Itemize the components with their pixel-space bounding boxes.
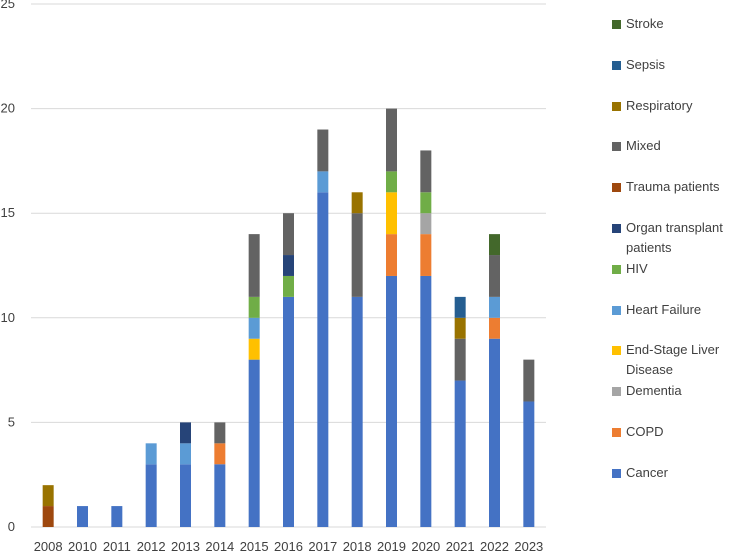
bars — [42, 108, 535, 527]
bar-segment-mixed-2018 — [351, 213, 363, 297]
legend-swatch — [612, 142, 621, 152]
legend-swatch — [612, 428, 621, 437]
x-tick-label: 2018 — [343, 539, 372, 552]
x-tick-label: 2020 — [411, 539, 440, 552]
bar-segment-cancer-2014 — [214, 464, 226, 527]
legend-swatch — [612, 224, 621, 233]
bar-segment-heart-failure-2012 — [145, 443, 157, 465]
bar-segment-cancer-2017 — [317, 192, 329, 527]
bar-segment-respiratory-2008 — [42, 485, 54, 507]
bar-segment-organ-transplant-patients-2016 — [283, 255, 294, 276]
x-tick-label: 2016 — [274, 539, 303, 552]
y-tick-label: 5 — [8, 414, 15, 429]
bar-segment-heart-failure-2022 — [489, 296, 500, 318]
bar-segment-cancer-2011 — [111, 506, 123, 527]
bar-segment-cancer-2019 — [386, 275, 397, 527]
x-tick-label: 2013 — [171, 539, 200, 552]
x-axis-ticks: 2008 2010 2011 2012 2013 2014 2015 2016 2017 2018… — [34, 539, 544, 552]
bar-segment-mixed-2023 — [523, 359, 535, 402]
bar-segment-hiv-2015 — [248, 296, 260, 318]
y-tick-label: 25 — [1, 0, 15, 11]
bar-segment-mixed-2016 — [283, 213, 294, 256]
legend-label: COPD — [626, 424, 664, 439]
x-tick-label: 2011 — [103, 539, 131, 552]
legend-swatch — [612, 101, 621, 111]
y-tick-label: 0 — [8, 519, 15, 534]
legend-swatch — [612, 264, 621, 274]
bar-segment-heart-failure-2017 — [317, 171, 329, 193]
bar-segment-hiv-2016 — [283, 275, 294, 297]
legend-label: Sepsis — [626, 56, 666, 72]
x-tick-label: 2022 — [480, 539, 509, 552]
x-tick-label: 2012 — [137, 539, 166, 552]
bar-segment-cancer-2021 — [454, 380, 466, 527]
legend-label: Organ transplant patients — [626, 220, 723, 255]
bar-segment-copd-2022 — [489, 317, 500, 339]
legend-swatch — [612, 183, 621, 193]
bar-segment-cancer-2012 — [145, 464, 157, 527]
bar-segment-cancer-2015 — [248, 359, 260, 527]
legend-label: End-Stage Liver Disease — [626, 342, 720, 378]
bar-segment-mixed-2015 — [248, 234, 260, 297]
y-tick-label: 20 — [1, 101, 15, 116]
legend-swatch — [612, 387, 621, 397]
bar-segment-dementia-2020 — [420, 213, 432, 235]
y-tick-label: 10 — [1, 310, 15, 325]
legend-label: Mixed — [626, 138, 661, 154]
bar-segment-copd-2019 — [386, 234, 397, 276]
x-tick-label: 2017 — [308, 539, 337, 552]
legend-swatch — [612, 305, 621, 315]
bar-segment-end-stage-liver-disease-2019 — [386, 192, 397, 235]
y-tick-label: 15 — [1, 205, 15, 220]
bar-segment-respiratory-2018 — [351, 192, 363, 214]
bar-segment-respiratory-2021 — [454, 317, 466, 339]
y-axis-ticks: 0 5 10 15 20 25 — [1, 0, 15, 534]
bar-segment-cancer-2013 — [180, 464, 191, 527]
legend-label: Respiratory — [626, 97, 693, 113]
legend-swatch — [612, 346, 621, 356]
bar-segment-mixed-2017 — [317, 129, 329, 172]
bar-segment-mixed-2014 — [214, 422, 226, 444]
bar-segment-cancer-2023 — [523, 401, 535, 527]
legend-label: Trauma patients — [626, 179, 720, 195]
bar-segment-cancer-2016 — [283, 296, 294, 527]
legend-label: Stroke — [626, 16, 664, 31]
bar-segment-copd-2014 — [214, 443, 226, 465]
legend-label: HIV — [626, 260, 648, 276]
legend-swatch — [612, 20, 621, 29]
bar-segment-cancer-2020 — [420, 275, 432, 527]
legend-label: Dementia — [626, 383, 682, 399]
bar-segment-heart-failure-2013 — [180, 443, 191, 465]
bar-segment-trauma-patients-2008 — [42, 506, 54, 527]
bar-segment-hiv-2020 — [420, 192, 432, 214]
bar-segment-organ-transplant-patients-2013 — [180, 422, 191, 444]
legend-swatch — [612, 468, 621, 478]
x-tick-label: 2015 — [240, 539, 269, 552]
bar-segment-stroke-2022 — [489, 234, 500, 256]
bar-segment-mixed-2022 — [489, 255, 500, 297]
bar-segment-end-stage-liver-disease-2015 — [248, 338, 260, 360]
bar-segment-cancer-2018 — [351, 296, 363, 527]
legend-swatch — [612, 60, 621, 70]
bar-segment-mixed-2021 — [454, 338, 466, 381]
x-tick-label: 2010 — [68, 539, 97, 552]
x-tick-label: 2014 — [205, 539, 234, 552]
bar-segment-cancer-2010 — [77, 506, 88, 527]
bar-segment-mixed-2019 — [386, 108, 397, 172]
legend-label: Heart Failure — [626, 301, 702, 317]
bar-segment-copd-2020 — [420, 234, 432, 276]
x-tick-label: 2023 — [514, 539, 543, 552]
bar-segment-mixed-2020 — [420, 150, 432, 193]
bar-segment-cancer-2022 — [489, 338, 500, 527]
legend-label: Cancer — [626, 464, 668, 480]
x-tick-label: 2019 — [377, 539, 406, 552]
x-tick-label: 2021 — [446, 539, 475, 552]
bar-segment-sepsis-2021 — [454, 296, 466, 318]
x-tick-label: 2008 — [34, 539, 63, 552]
bar-segment-hiv-2019 — [386, 171, 397, 193]
bar-segment-heart-failure-2015 — [248, 317, 260, 339]
